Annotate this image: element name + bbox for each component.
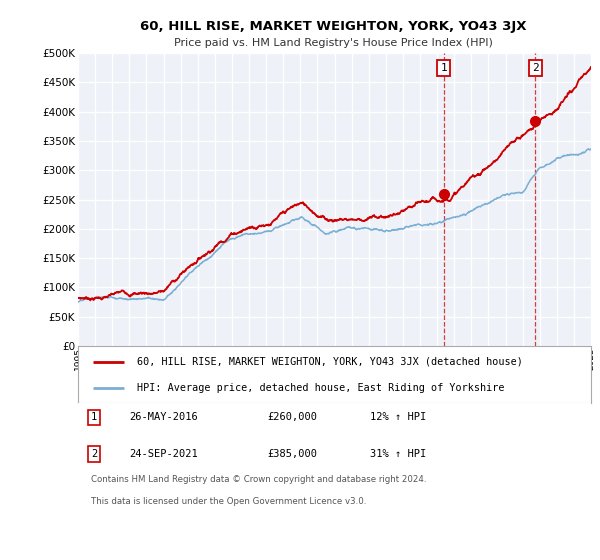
Text: 2: 2 [532, 63, 538, 73]
Text: 1: 1 [440, 63, 448, 73]
Text: HPI: Average price, detached house, East Riding of Yorkshire: HPI: Average price, detached house, East… [137, 384, 505, 394]
Text: Price paid vs. HM Land Registry's House Price Index (HPI): Price paid vs. HM Land Registry's House … [173, 38, 493, 48]
Text: Contains HM Land Registry data © Crown copyright and database right 2024.: Contains HM Land Registry data © Crown c… [91, 475, 427, 484]
Text: 26-MAY-2016: 26-MAY-2016 [130, 412, 198, 422]
Text: 12% ↑ HPI: 12% ↑ HPI [370, 412, 427, 422]
Text: £385,000: £385,000 [268, 449, 318, 459]
Text: 60, HILL RISE, MARKET WEIGHTON, YORK, YO43 3JX: 60, HILL RISE, MARKET WEIGHTON, YORK, YO… [140, 20, 526, 34]
Text: 31% ↑ HPI: 31% ↑ HPI [370, 449, 427, 459]
Text: 1: 1 [91, 412, 97, 422]
Text: 60, HILL RISE, MARKET WEIGHTON, YORK, YO43 3JX (detached house): 60, HILL RISE, MARKET WEIGHTON, YORK, YO… [137, 357, 523, 367]
Text: 24-SEP-2021: 24-SEP-2021 [130, 449, 198, 459]
Text: £260,000: £260,000 [268, 412, 318, 422]
Text: 2: 2 [91, 449, 97, 459]
Text: This data is licensed under the Open Government Licence v3.0.: This data is licensed under the Open Gov… [91, 497, 366, 506]
